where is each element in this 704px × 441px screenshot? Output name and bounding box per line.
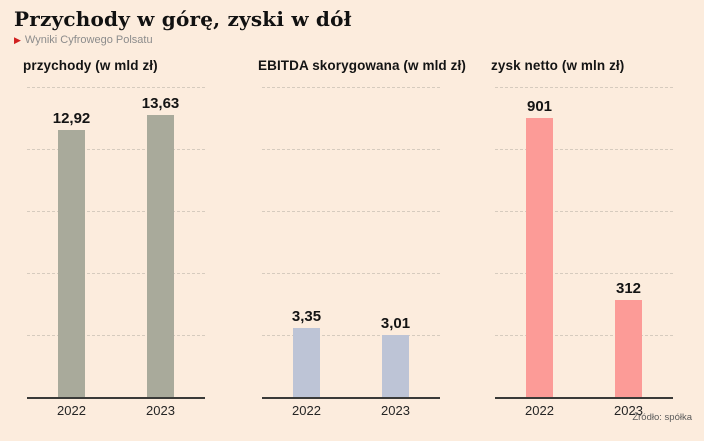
gridline [495,335,673,336]
gridline [262,87,440,88]
bar-2022: 12,92 [53,110,90,397]
bar-2023: 312 [615,280,642,397]
gridline [27,211,205,212]
red-triangle-icon: ▶ [14,34,21,45]
x-axis-label-2023: 2023 [146,403,175,418]
bar-value-label: 312 [615,280,642,297]
x-axis-label-2022: 2022 [292,403,321,418]
source-note: Źródło: spółka [632,412,692,423]
gridline [262,273,440,274]
bar-2022: 3,35 [292,308,321,397]
gridline [27,335,205,336]
x-axis-label-2022: 2022 [525,403,554,418]
x-axis-label-2022: 2022 [57,403,86,418]
gridline [262,335,440,336]
page-title: Przychody w górę, zyski w dół [14,7,352,31]
page-subtitle: Wyniki Cyfrowego Polsatu [24,34,153,46]
x-axis-label-2023: 2023 [614,403,643,418]
chart-title: zysk netto (w mln zł) [491,58,625,73]
gridline [262,149,440,150]
chart-plot-area: 3,35 2022 3,01 2023 [262,87,440,418]
bar-value-label: 901 [526,98,553,115]
chart-panel-2: EBITDA skorygowana (w mld zł) 3,35 2022 3,0… [249,55,466,430]
header: Przychody w górę, zyski w dół ▶ Wyniki C… [14,6,352,46]
gridline [495,149,673,150]
gridline [495,87,673,88]
subtitle-row: ▶ Wyniki Cyfrowego Polsatu [14,34,352,46]
bar-2022: 901 [526,98,553,397]
bar-value-label: 3,35 [291,308,322,325]
chart-plot-area: 12,92 2022 13,63 2023 [27,87,205,418]
chart-panel-3: zysk netto (w mln zł) 901 2022 312 2023 [482,55,687,430]
charts-row: przychody (w mld zł) 12,92 2022 13,63 2023 EB… [0,55,704,430]
chart-title: przychody (w mld zł) [23,58,158,73]
gridline [495,273,673,274]
gridline [27,149,205,150]
gridline [495,211,673,212]
chart-plot-area: 901 2022 312 2023 [495,87,673,418]
bar-2023: 3,01 [381,315,410,397]
bar-value-label: 12,92 [52,110,91,127]
bar-value-label: 13,63 [141,95,180,112]
gridline [262,211,440,212]
gridline [27,273,205,274]
chart-title: EBITDA skorygowana (w mld zł) [258,58,466,73]
bar-2023: 13,63 [142,95,179,397]
x-axis-label-2023: 2023 [381,403,410,418]
gridline [27,87,205,88]
bar-value-label: 3,01 [380,315,411,332]
chart-panel-1: przychody (w mld zł) 12,92 2022 13,63 2023 [14,55,219,430]
